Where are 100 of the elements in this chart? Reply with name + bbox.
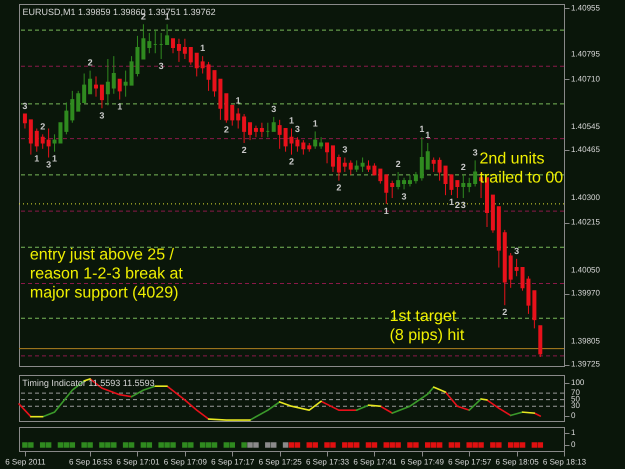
y-tick-label: 1.40465 [571,145,600,154]
annotation: 3 [99,110,104,120]
x-tick-label: 6 Sep 17:17 [211,458,255,466]
candlestick [272,116,276,132]
candlestick [100,84,104,109]
candlestick [124,70,128,98]
annotation: 1 [117,102,122,112]
annotation: 3 [460,200,466,210]
candlestick [182,38,187,60]
y-tick-label: 1.40795 [571,50,600,59]
candlestick [520,267,525,292]
annotation: 2 [336,182,342,193]
candlestick [46,128,51,158]
candlestick [372,162,376,176]
annotation: 2 [502,307,508,318]
candlestick [254,125,258,138]
y-tick-label: 0 [571,440,576,449]
candlestick [301,140,306,156]
annotation: 1 [288,116,294,126]
annotation: 3 [271,104,276,114]
candlestick [408,174,412,187]
y-tick-label: 1.40545 [571,122,600,132]
candlestick [278,119,282,150]
candlestick [58,122,62,144]
candlestick [112,56,116,94]
annotation: 1 [419,124,424,134]
candlestick [396,171,400,190]
annotation: entry just above 25 / reason 1-2-3 break at major support (4029) [30,246,184,302]
candlestick [325,142,330,164]
y-tick-label: 1.40300 [571,193,600,202]
candlestick [130,56,134,86]
candlestick [444,166,448,196]
candlestick [22,114,27,130]
candlestick [414,171,418,184]
y-tick-label: 0 [571,411,576,420]
candlestick [94,76,98,98]
candlestick [319,136,324,150]
candlestick [52,134,57,152]
annotation: 3 [22,101,28,112]
candlestick [438,156,442,182]
candlestick [248,122,252,141]
annotation: 2 [460,162,466,172]
x-tick-label: 6 Sep 17:25 [258,458,302,466]
annotation: 2 [288,156,294,167]
x-tick-label: 6 Sep 17:33 [306,458,350,466]
annotation: 2 [242,145,247,156]
annotation: 1 [34,154,40,164]
candlestick [432,156,436,172]
y-tick-label: 1.39725 [571,360,600,369]
y-tick-label: 1.40050 [571,265,600,274]
candlestick [176,38,181,62]
candlestick [473,160,478,187]
annotation: 2 [224,124,229,135]
annotation: 2 [88,58,93,68]
candlestick [449,174,454,196]
annotation: 3 [342,144,348,154]
candlestick [330,145,335,172]
candlestick [336,154,341,182]
y-tick-label: 30 [571,401,580,410]
annotation: 3 [472,147,478,158]
candlestick [402,177,406,190]
candlestick [284,128,288,152]
annotation: 1st target (8 pips) hit [390,308,465,344]
candlestick [165,24,170,46]
candlestick [88,70,92,94]
candlestick [420,136,424,182]
candlestick [455,180,460,199]
candlestick [514,258,519,277]
annotation: 2 [396,158,401,169]
candlestick [426,142,430,170]
y-tick-label: 100 [571,378,585,388]
annotation: 2 [454,200,460,210]
x-tick-label: 6 Sep 17:09 [164,458,208,466]
candlestick [260,122,264,138]
x-tick-label: 6 Sep 17:49 [400,458,444,466]
annotation: 3 [514,246,520,256]
y-tick-label: 1.39970 [571,288,600,298]
candlestick [366,160,371,172]
x-tick-label: 6 Sep 18:05 [496,458,540,466]
candlestick [360,156,365,172]
y-tick-label: 1 [571,428,576,437]
annotation: 2 [40,121,46,132]
candlestick [141,24,146,60]
y-tick-label: 1.39805 [571,336,600,346]
candlestick [147,32,152,54]
x-tick-label: 6 Sep 18:13 [542,458,587,466]
annotation: 1 [312,118,318,128]
y-tick-label: 1.40710 [571,74,600,84]
x-tick-label: 6 Sep 17:57 [448,458,492,466]
candlestick [313,130,318,150]
annotation: 3 [402,191,407,202]
candlestick [106,58,110,106]
annotation: 3 [46,159,52,170]
y-tick-label: 1.40215 [571,218,600,227]
annotation: 1 [200,43,206,54]
candlestick [354,160,359,172]
annotation: 3 [294,124,300,134]
y-tick-label: 1.40955 [571,3,600,12]
candlestick [118,78,122,100]
x-tick-label: 6 Sep 16:53 [69,458,113,466]
